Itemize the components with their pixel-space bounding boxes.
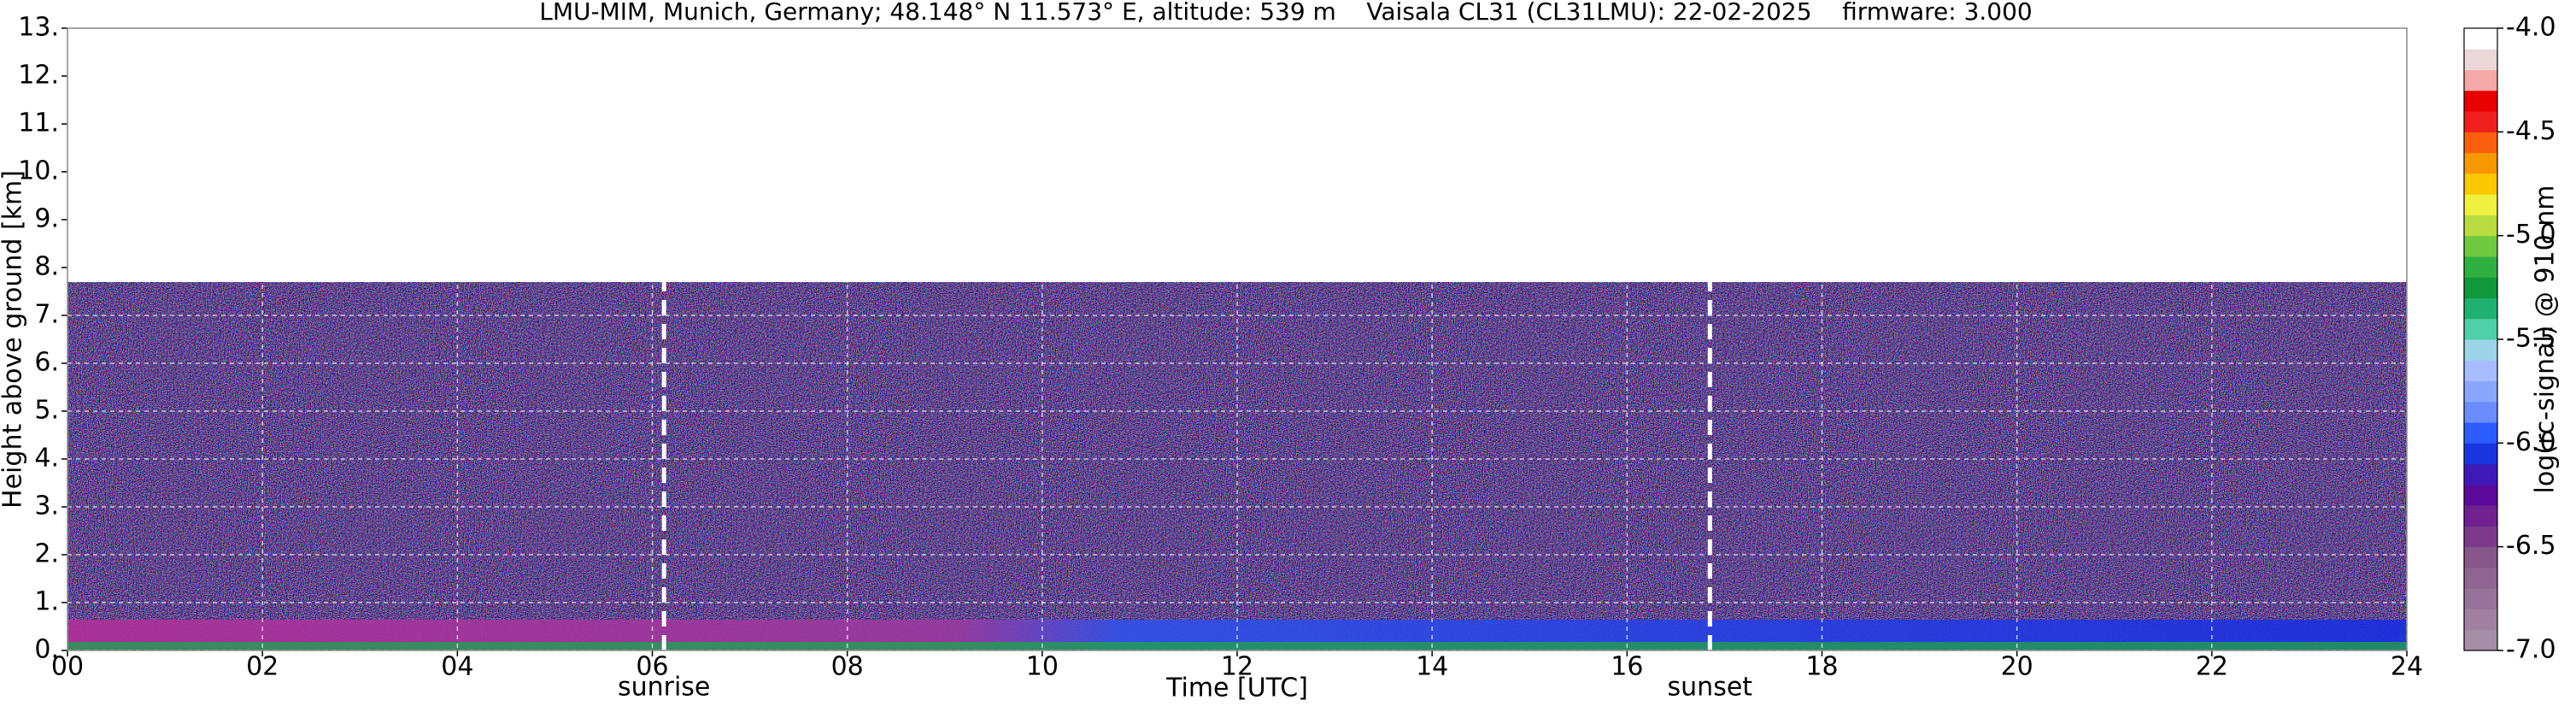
x-axis-label: Time [UTC] bbox=[1165, 674, 1308, 703]
colorbar-swatch bbox=[2464, 297, 2497, 320]
x-tick-label: 10 bbox=[1026, 652, 1059, 682]
x-tick-label: 20 bbox=[2001, 652, 2033, 682]
colorbar-swatch bbox=[2464, 173, 2497, 195]
colorbar-swatch bbox=[2464, 28, 2497, 50]
colorbar-tick-label: -5.5 bbox=[2506, 324, 2556, 354]
y-tick-label: 12. bbox=[18, 61, 59, 91]
y-tick-label: 8. bbox=[34, 252, 59, 282]
y-tick-label: 11. bbox=[18, 109, 59, 138]
colorbar-swatch bbox=[2464, 49, 2497, 71]
y-tick-label: 13. bbox=[18, 13, 59, 43]
colorbar-tick-label: -6.0 bbox=[2506, 427, 2556, 457]
colorbar-tick-label: -6.5 bbox=[2506, 531, 2556, 561]
x-tick-label: 08 bbox=[831, 652, 864, 682]
colorbar-swatch bbox=[2464, 90, 2497, 112]
colorbar: -7.0 -6.5 -6.0 -5.5 -5.0 -4.5 -4.0 bbox=[2463, 13, 2556, 665]
colorbar-swatch bbox=[2464, 463, 2497, 485]
colorbar-tick-label: -7.0 bbox=[2506, 635, 2556, 665]
colorbar-swatch bbox=[2464, 318, 2497, 340]
y-tick-label: 6. bbox=[34, 348, 59, 378]
colorbar-swatch bbox=[2464, 69, 2497, 91]
y-tick-label: 4. bbox=[34, 444, 59, 474]
plot-frame bbox=[67, 27, 2408, 651]
x-tick-label: 06 bbox=[636, 652, 668, 682]
y-tick-label: 1. bbox=[34, 587, 59, 617]
colorbar-swatch bbox=[2464, 422, 2497, 444]
colorbar-swatch bbox=[2464, 256, 2497, 278]
x-tick-label: 04 bbox=[441, 652, 473, 682]
colorbar-swatch bbox=[2464, 546, 2497, 568]
colorbar-swatch bbox=[2464, 360, 2497, 382]
colorbar-swatch bbox=[2464, 152, 2497, 174]
colorbar-swatch bbox=[2464, 484, 2497, 506]
colorbar-swatch bbox=[2464, 132, 2497, 154]
colorbar-swatch bbox=[2464, 526, 2497, 548]
colorbar-tick-label: -4.0 bbox=[2506, 13, 2556, 43]
colorbar-swatch bbox=[2464, 505, 2497, 527]
x-tick-label: 18 bbox=[1805, 652, 1838, 682]
y-axis-label: Height above ground [km] bbox=[0, 170, 28, 509]
x-tick-label: 00 bbox=[51, 652, 84, 682]
colorbar-tick-label: -5.0 bbox=[2506, 220, 2556, 250]
colorbar-swatch bbox=[2464, 443, 2497, 465]
colorbar-swatch bbox=[2464, 588, 2497, 609]
colorbar-tick-label: -4.5 bbox=[2506, 116, 2556, 146]
y-tick-label: 2. bbox=[34, 539, 59, 569]
colorbar-label: log(rc-signal) @ 910 nm bbox=[2531, 185, 2561, 494]
colorbar-swatch bbox=[2464, 380, 2497, 403]
colorbar-swatch bbox=[2464, 277, 2497, 298]
colorbar-swatch bbox=[2464, 235, 2497, 257]
x-tick-label: 24 bbox=[2391, 652, 2423, 682]
colorbar-swatch bbox=[2464, 567, 2497, 589]
event-label: sunset bbox=[1668, 673, 1753, 703]
colorbar-swatch bbox=[2464, 401, 2497, 423]
y-tick-label: 3. bbox=[34, 491, 59, 521]
y-tick-label: 5. bbox=[34, 396, 59, 426]
plot-area bbox=[67, 27, 2408, 651]
x-tick-label: 12 bbox=[1221, 652, 1253, 682]
x-tick-label: 14 bbox=[1416, 652, 1448, 682]
y-tick-label: 9. bbox=[34, 204, 59, 234]
colorbar-swatch bbox=[2464, 194, 2497, 215]
colorbar-swatch bbox=[2464, 111, 2497, 132]
event-label: sunrise bbox=[618, 673, 710, 703]
colorbar-swatch bbox=[2464, 629, 2497, 651]
y-tick-label: 7. bbox=[34, 300, 59, 330]
x-tick-label: 22 bbox=[2196, 652, 2228, 682]
chart-title: LMU-MIM, Munich, Germany; 48.148° N 11.5… bbox=[539, 0, 2033, 26]
x-tick-label: 16 bbox=[1611, 652, 1643, 682]
colorbar-swatch bbox=[2464, 609, 2497, 631]
y-tick-label: 0. bbox=[34, 635, 59, 665]
x-tick-label: 02 bbox=[246, 652, 279, 682]
colorbar-swatch bbox=[2464, 339, 2497, 361]
colorbar-swatch bbox=[2464, 215, 2497, 237]
y-tick-label: 10. bbox=[18, 156, 59, 186]
